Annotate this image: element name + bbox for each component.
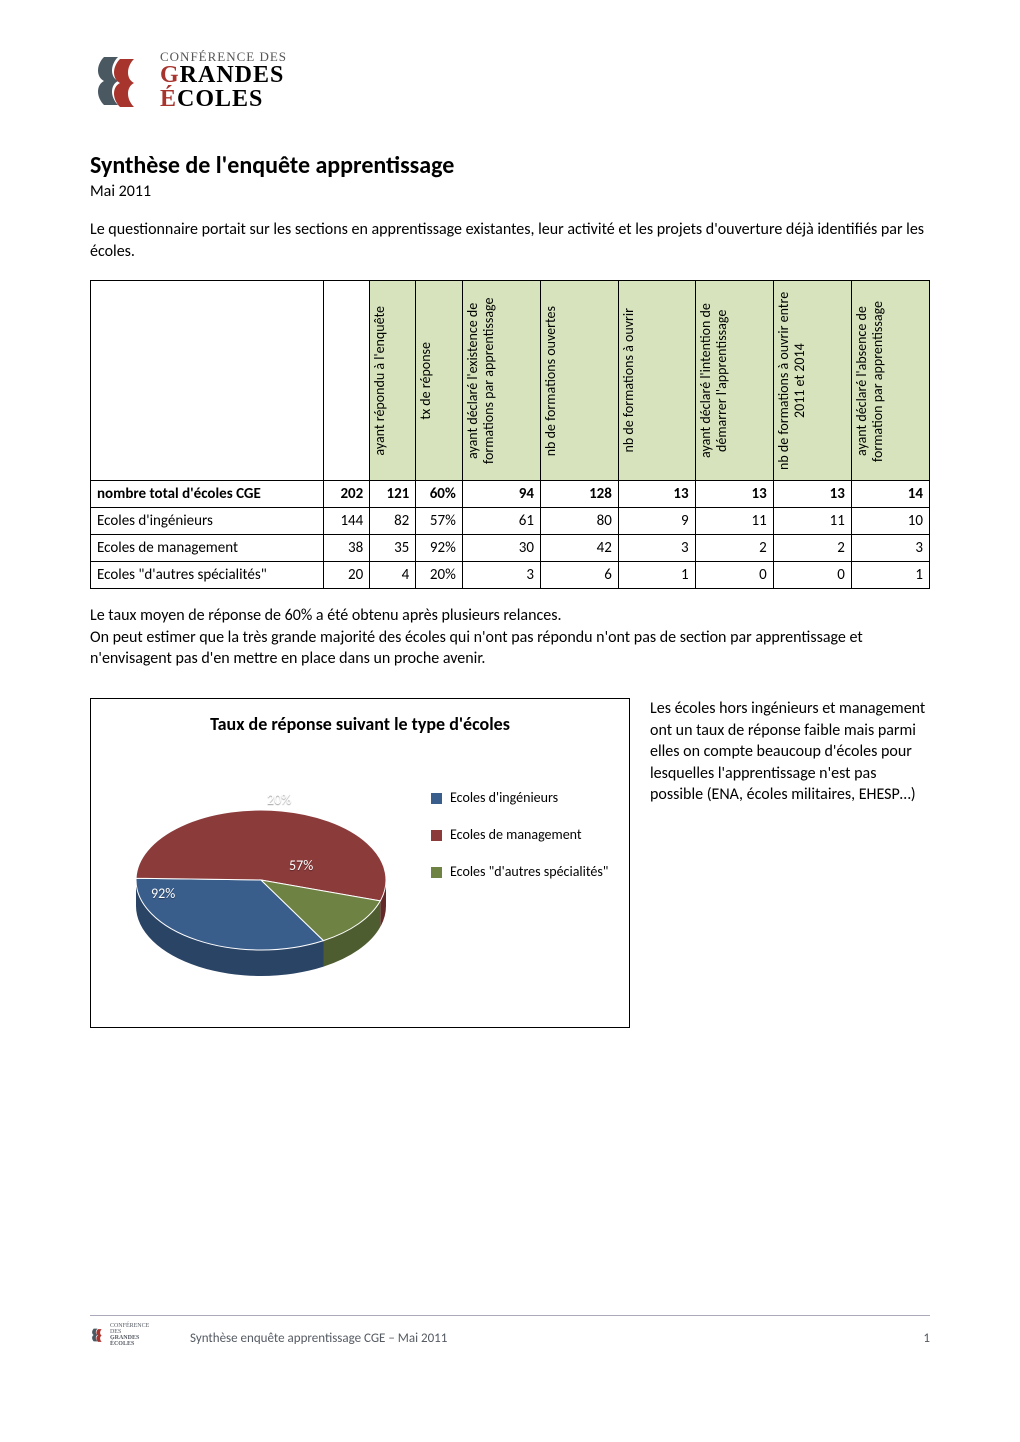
body-paragraph-1: Le taux moyen de réponse de 60% a été ob… bbox=[90, 605, 930, 627]
chart-area: 57%92%20% Ecoles d'ingénieursEcoles de m… bbox=[91, 735, 629, 1015]
table-header: ayant déclaré l'intention de démarrer l'… bbox=[695, 281, 773, 481]
table-cell: 11 bbox=[695, 508, 773, 535]
table-row: Ecoles de management383592%30423223 bbox=[91, 535, 930, 562]
body-paragraph-2: On peut estimer que la très grande major… bbox=[90, 627, 930, 670]
chart-title: Taux de réponse suivant le type d'écoles bbox=[91, 699, 629, 735]
logo-text: CONFÉRENCE DES GRANDES ÉCOLES bbox=[160, 50, 287, 111]
logo-line3: ÉCOLES bbox=[160, 87, 287, 111]
table-cell: 82 bbox=[370, 508, 416, 535]
table-row-label: nombre total d'écoles CGE bbox=[91, 481, 324, 508]
table-header: tx de réponse bbox=[416, 281, 463, 481]
table-cell: 10 bbox=[851, 508, 929, 535]
table-cell: 13 bbox=[773, 481, 851, 508]
table-blank-header bbox=[91, 281, 324, 481]
logo-mark-icon bbox=[90, 51, 150, 111]
legend-item: Ecoles d'ingénieurs bbox=[431, 790, 611, 807]
legend-item: Ecoles "d'autres spécialités" bbox=[431, 864, 611, 881]
table-cell: 14 bbox=[851, 481, 929, 508]
table-row: Ecoles "d'autres spécialités"20420%36100… bbox=[91, 562, 930, 589]
chart-row: Taux de réponse suivant le type d'écoles… bbox=[90, 698, 930, 1028]
table-cell: 80 bbox=[540, 508, 618, 535]
table-header: ayant déclaré l'absence de formation par… bbox=[851, 281, 929, 481]
table-row-label: Ecoles "d'autres spécialités" bbox=[91, 562, 324, 589]
side-paragraph: Les écoles hors ingénieurs et management… bbox=[650, 698, 930, 806]
table-cell: 57% bbox=[416, 508, 463, 535]
footer-text: Synthèse enquête apprentissage CGE – Mai… bbox=[150, 1331, 923, 1352]
table-cell: 9 bbox=[618, 508, 695, 535]
table-cell: 13 bbox=[618, 481, 695, 508]
table-row: nombre total d'écoles CGE20212160%941281… bbox=[91, 481, 930, 508]
table-cell: 2 bbox=[773, 535, 851, 562]
table-cell: 60% bbox=[416, 481, 463, 508]
legend-label: Ecoles de management bbox=[450, 827, 582, 844]
table-cell: 0 bbox=[773, 562, 851, 589]
table-row: Ecoles d'ingénieurs1448257%61809111110 bbox=[91, 508, 930, 535]
table-cell: 128 bbox=[540, 481, 618, 508]
table-cell: 3 bbox=[618, 535, 695, 562]
page-footer: CONFÉRENCE DESGRANDES ÉCOLES Synthèse en… bbox=[90, 1315, 930, 1352]
legend-swatch-icon bbox=[431, 793, 442, 804]
table-cell: 13 bbox=[695, 481, 773, 508]
page-title: Synthèse de l'enquête apprentissage bbox=[90, 151, 930, 180]
table-cell: 42 bbox=[540, 535, 618, 562]
legend-label: Ecoles d'ingénieurs bbox=[450, 790, 558, 807]
table-cell: 144 bbox=[324, 508, 370, 535]
footer-page-number: 1 bbox=[923, 1331, 930, 1352]
table-cell: 3 bbox=[851, 535, 929, 562]
page-subtitle: Mai 2011 bbox=[90, 182, 930, 201]
pie-chart bbox=[111, 745, 411, 1005]
logo-line2: GRANDES bbox=[160, 63, 287, 87]
table-body: nombre total d'écoles CGE20212160%941281… bbox=[91, 481, 930, 589]
table-cell: 3 bbox=[462, 562, 540, 589]
table-cell: 1 bbox=[851, 562, 929, 589]
table-cell: 1 bbox=[618, 562, 695, 589]
footer-logo-icon: CONFÉRENCE DESGRANDES ÉCOLES bbox=[90, 1318, 150, 1352]
table-cell: 6 bbox=[540, 562, 618, 589]
table-header-row: ayant répondu à l'enquêtetx de réponseay… bbox=[91, 281, 930, 481]
table-blank-header bbox=[324, 281, 370, 481]
table-cell: 38 bbox=[324, 535, 370, 562]
table-cell: 20 bbox=[324, 562, 370, 589]
intro-paragraph: Le questionnaire portait sur les section… bbox=[90, 219, 930, 262]
summary-table: ayant répondu à l'enquêtetx de réponseay… bbox=[90, 280, 930, 589]
legend-swatch-icon bbox=[431, 867, 442, 878]
table-header: nb de formations à ouvrir entre 2011 et … bbox=[773, 281, 851, 481]
table-cell: 20% bbox=[416, 562, 463, 589]
table-header: ayant répondu à l'enquête bbox=[370, 281, 416, 481]
table-row-label: Ecoles de management bbox=[91, 535, 324, 562]
chart-legend: Ecoles d'ingénieurs Ecoles de management E… bbox=[431, 790, 611, 900]
table-cell: 0 bbox=[695, 562, 773, 589]
page: CONFÉRENCE DES GRANDES ÉCOLES Synthèse d… bbox=[0, 0, 1020, 1380]
table-cell: 2 bbox=[695, 535, 773, 562]
table-header: ayant déclaré l'existence de formations … bbox=[462, 281, 540, 481]
table-cell: 61 bbox=[462, 508, 540, 535]
table-row-label: Ecoles d'ingénieurs bbox=[91, 508, 324, 535]
table-cell: 94 bbox=[462, 481, 540, 508]
legend-label: Ecoles "d'autres spécialités" bbox=[450, 864, 608, 881]
table-header: nb de formations à ouvrir bbox=[618, 281, 695, 481]
table-cell: 11 bbox=[773, 508, 851, 535]
table-cell: 4 bbox=[370, 562, 416, 589]
legend-item: Ecoles de management bbox=[431, 827, 611, 844]
header-logo: CONFÉRENCE DES GRANDES ÉCOLES bbox=[90, 50, 930, 111]
chart-container: Taux de réponse suivant le type d'écoles… bbox=[90, 698, 630, 1028]
table-cell: 30 bbox=[462, 535, 540, 562]
table-cell: 35 bbox=[370, 535, 416, 562]
table-cell: 121 bbox=[370, 481, 416, 508]
table-cell: 92% bbox=[416, 535, 463, 562]
table-header: nb de formations ouvertes bbox=[540, 281, 618, 481]
table-cell: 202 bbox=[324, 481, 370, 508]
legend-swatch-icon bbox=[431, 830, 442, 841]
